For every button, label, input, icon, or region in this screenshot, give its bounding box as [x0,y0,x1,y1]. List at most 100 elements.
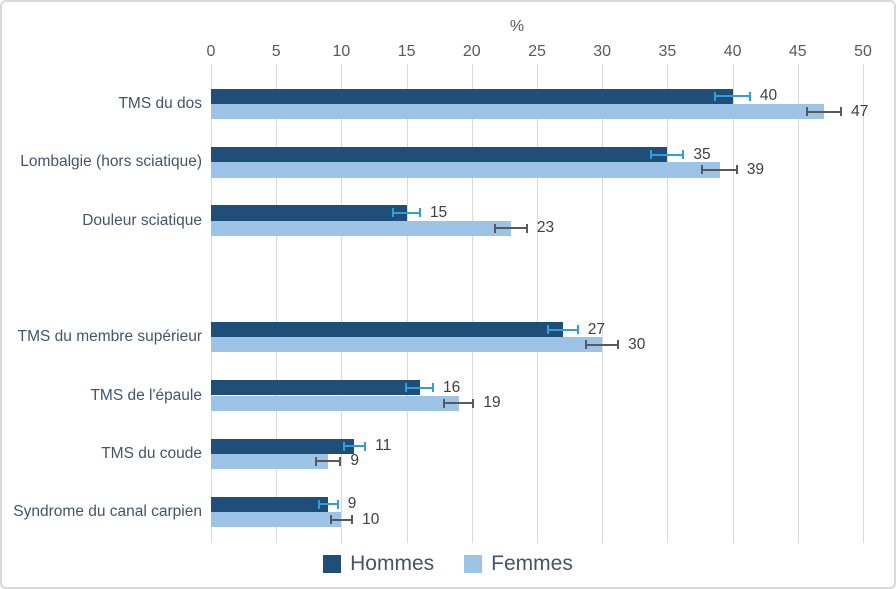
bar-hommes [211,88,733,104]
error-bar-cap [682,150,685,160]
gridline [602,64,604,543]
error-bar-cap [585,340,588,350]
error-bar-line [392,211,421,214]
bar-femmes [211,104,824,120]
x-axis-tick-label: 50 [854,43,872,60]
error-bar-cap [576,325,579,335]
value-label: 16 [442,378,461,396]
x-axis-tick-label: 35 [658,43,677,60]
bar-femmes [211,220,511,236]
legend: Hommes Femmes [2,552,894,576]
legend-label-femmes: Femmes [491,552,573,575]
error-bar-line [443,402,475,405]
x-axis-tick-label: 10 [332,43,351,60]
category-label: TMS de l'épaule [90,386,202,404]
bar-femmes [211,395,459,411]
category-label: TMS du dos [118,95,202,112]
value-label: 19 [483,394,501,412]
error-bar-cap [840,107,843,117]
category-label: Douleur sciatique [82,211,202,229]
bar-femmes [211,512,342,528]
error-bar-cap [714,91,717,101]
value-label: 15 [429,203,448,221]
error-bar-line [342,445,367,448]
category-label: Syndrome du canal carpien [13,503,202,521]
error-bar-cap [735,165,738,175]
error-bar-cap [405,383,408,393]
bar-hommes [211,205,407,221]
x-axis-tick-label: 5 [271,43,281,60]
value-label: 9 [350,452,360,470]
error-bar-cap [525,223,528,233]
gridline [341,64,343,543]
value-label: 27 [587,320,605,338]
bar-femmes [211,337,603,353]
value-label: 9 [347,495,357,513]
error-bar-line [315,460,342,463]
gridline [732,64,734,543]
category-label: TMS du coude [101,444,202,462]
gridline [276,64,278,543]
gridline [863,64,864,543]
error-bar-cap [748,91,751,101]
error-bar-line [650,153,685,156]
bar-hommes [211,496,329,513]
value-label: 11 [375,437,392,455]
error-bar-cap [431,383,434,393]
error-bar-cap [364,441,367,451]
error-bar-line [585,343,620,346]
legend-item-hommes: Hommes [323,552,434,576]
gridline [406,64,408,543]
error-bar-line [493,227,528,230]
bar-femmes [211,162,720,178]
error-bar-line [805,110,843,113]
error-bar-cap [317,499,320,509]
error-bar-cap [342,441,345,451]
error-bar-cap [351,515,354,525]
value-label: 39 [746,160,765,178]
error-bar-line [405,386,434,389]
x-axis-tick-label: 20 [462,43,481,60]
x-axis-tick-label: 45 [788,43,807,60]
error-bar-cap [493,223,496,233]
bar-hommes [211,321,564,338]
error-bar-cap [315,456,318,466]
error-bar-cap [472,398,475,408]
bar-femmes [211,453,329,470]
error-bar-cap [701,165,704,175]
value-label: 23 [536,219,555,237]
x-axis-tick-label: 0 [206,43,216,60]
gridline [471,64,473,543]
value-label: 30 [628,335,646,353]
error-bar-cap [617,340,620,350]
x-axis-title: % [509,18,525,35]
error-bar-line [547,328,579,331]
x-axis-tick-label: 25 [528,43,546,60]
value-label: 47 [851,102,869,120]
x-axis-tick-label: 15 [397,43,416,60]
gridline [537,64,538,543]
error-bar-line [701,168,738,171]
error-bar-cap [650,150,653,160]
error-bar-cap [339,456,342,466]
x-axis-tick-label: 40 [723,43,742,60]
bar-hommes [211,380,420,396]
hommes-swatch-icon [323,555,342,573]
gridline [797,64,799,543]
error-bar-line [317,503,339,506]
error-bar-cap [443,398,446,408]
legend-label-hommes: Hommes [350,552,435,575]
error-bar-line [714,95,751,98]
value-label: 35 [693,145,711,163]
error-bar-cap [805,107,808,117]
error-bar-line [329,518,354,521]
bar-hommes [211,147,668,163]
error-bar-cap [392,208,395,218]
legend-item-femmes: Femmes [464,552,573,576]
error-bar-cap [329,515,332,525]
bar-hommes [211,438,355,454]
gridline [667,64,669,543]
category-label: Lombalgie (hors sciatique) [20,153,202,171]
femmes-swatch-icon [464,555,483,573]
